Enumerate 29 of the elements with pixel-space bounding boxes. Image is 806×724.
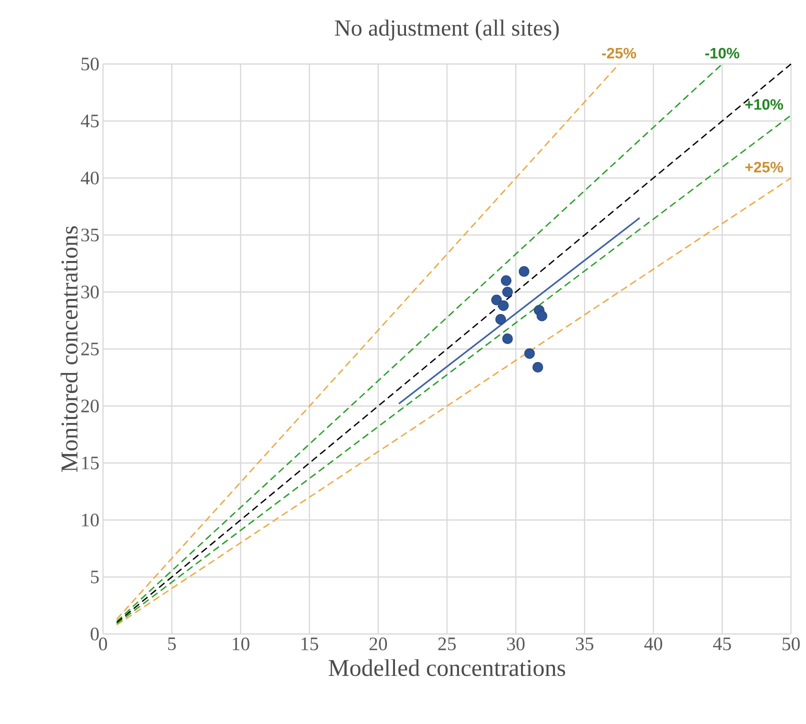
x-tick-label: 10 xyxy=(232,638,250,650)
series-label: -25% xyxy=(602,48,636,58)
x-tick-label: 30 xyxy=(507,638,525,650)
y-tick-label: 50 xyxy=(82,58,99,70)
x-tick-label: 0 xyxy=(98,638,108,650)
x-tick-label: 25 xyxy=(438,638,456,650)
series-label: -10% xyxy=(705,48,740,58)
y-tick-label: 10 xyxy=(82,514,99,526)
x-tick-label: 45 xyxy=(713,638,731,650)
y-tick-label: 5 xyxy=(91,570,99,584)
y-tick-label: 45 xyxy=(80,114,99,128)
y-axis-title: Monitored concentrations xyxy=(60,226,78,472)
x-tick-label: 40 xyxy=(644,638,662,650)
y-tick-label: 25 xyxy=(81,342,99,356)
x-axis-title: Modelled concentrations xyxy=(328,659,566,676)
y-tick-label: 20 xyxy=(81,400,99,412)
y-tick-label: 0 xyxy=(90,628,99,640)
y-tick-label: 35 xyxy=(81,228,99,242)
x-tick-label: 20 xyxy=(370,638,387,650)
series-label: +25% xyxy=(745,162,784,172)
y-tick-label: 15 xyxy=(82,456,99,470)
x-tick-label: 50 xyxy=(782,638,800,650)
chart-title: No adjustment (all sites) xyxy=(334,20,559,40)
x-tick-label: 5 xyxy=(168,638,176,650)
x-tick-label: 35 xyxy=(576,638,594,650)
y-tick-label: 30 xyxy=(81,286,99,298)
y-tick-label: 40 xyxy=(80,172,99,184)
series-label: +10% xyxy=(745,99,784,110)
x-tick-label: 15 xyxy=(302,638,318,650)
